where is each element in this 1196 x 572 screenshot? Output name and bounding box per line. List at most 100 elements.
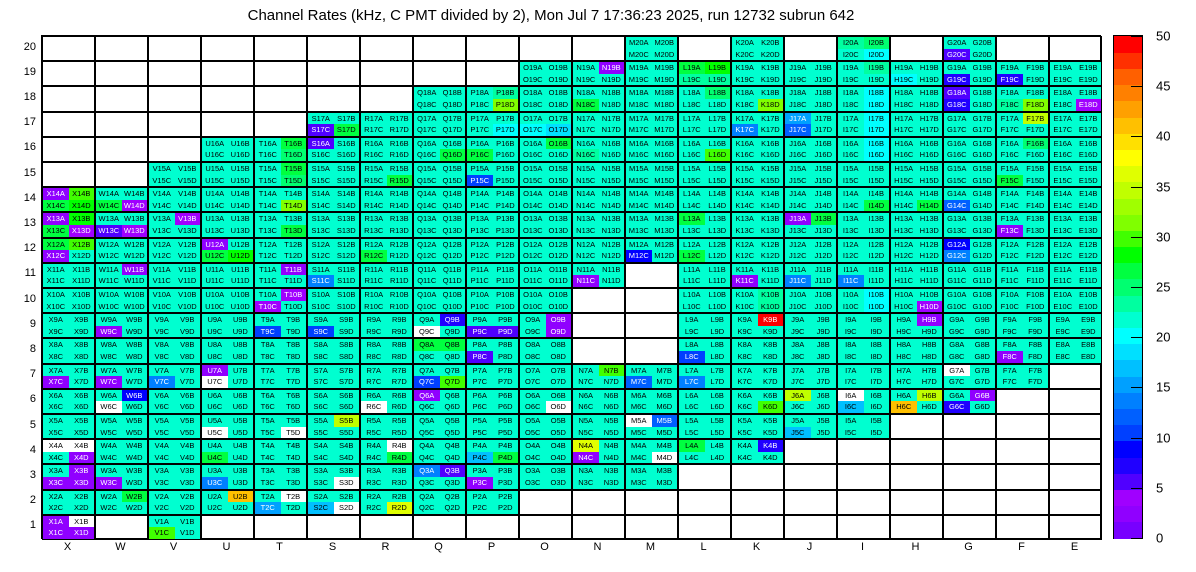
pmt-channel xyxy=(917,465,943,477)
heatmap-cell-empty xyxy=(731,489,784,515)
pmt-channel xyxy=(626,264,652,276)
pmt-channel: P7B xyxy=(492,364,518,377)
pmt-channel xyxy=(573,339,599,351)
heatmap-cell: S17A S17B S17C S17D xyxy=(307,111,360,137)
pmt-channel: I15A xyxy=(838,163,864,175)
pmt-channel: P4A xyxy=(467,440,493,452)
pmt-channel: P13C xyxy=(467,224,493,237)
pmt-channel xyxy=(96,149,122,161)
pmt-channel: O12C xyxy=(520,250,546,262)
pmt-channel xyxy=(785,477,811,489)
heatmap-cell: G7A G7B G7C G7D xyxy=(943,363,996,389)
colorbar-tick xyxy=(1131,487,1143,489)
heatmap-cell-empty xyxy=(95,514,148,540)
pmt-channel: S2A xyxy=(308,490,334,503)
pmt-channel: N14C xyxy=(573,199,599,212)
heatmap-cell: K16A K16B K16C K16D xyxy=(731,136,784,162)
y-axis-tick-label: 7 xyxy=(29,368,36,381)
pmt-channel: M3D xyxy=(651,476,677,489)
heatmap-cell: M15A M15B M15C M15D xyxy=(625,162,678,188)
pmt-channel xyxy=(122,113,148,125)
pmt-channel: E14C xyxy=(1050,199,1076,212)
pmt-channel: Q13C xyxy=(414,224,440,237)
pmt-channel: G19C xyxy=(944,73,970,86)
pmt-channel: T2A xyxy=(255,490,281,503)
x-axis-tick-label: X xyxy=(63,541,72,553)
pmt-channel xyxy=(997,491,1023,503)
pmt-channel: S11D xyxy=(333,275,359,287)
pmt-channel xyxy=(626,491,652,503)
heatmap-cell: I18A I18B I18C I18D xyxy=(837,86,890,112)
pmt-channel xyxy=(122,62,148,74)
pmt-channel xyxy=(43,62,69,74)
pmt-channel: S15A xyxy=(308,163,334,175)
colorbar-band xyxy=(1114,36,1142,53)
pmt-channel xyxy=(96,87,122,99)
pmt-channel: E9D xyxy=(1075,325,1101,338)
heatmap-cell: N18A N18B N18C N18D xyxy=(572,86,625,112)
heatmap-cell-empty xyxy=(996,414,1049,440)
pmt-channel xyxy=(69,124,95,136)
y-axis-tick-label: 6 xyxy=(29,393,36,406)
pmt-channel: O16D xyxy=(545,149,571,161)
heatmap-cell: Q14A Q14B Q14C Q14D xyxy=(413,187,466,213)
pmt-channel: R6D xyxy=(386,401,412,413)
pmt-channel xyxy=(361,37,387,49)
pmt-channel xyxy=(970,427,996,439)
pmt-channel: J7D xyxy=(810,376,836,388)
pmt-channel: K6B xyxy=(757,389,783,402)
pmt-channel: J18C xyxy=(785,98,811,111)
pmt-channel: M20C xyxy=(626,48,652,61)
pmt-channel: T10C xyxy=(255,300,281,313)
pmt-channel xyxy=(944,491,970,503)
pmt-channel: G18B xyxy=(969,87,995,99)
heatmap-cell: S15A S15B S15C S15D xyxy=(307,162,360,188)
heatmap-cell-empty xyxy=(678,489,731,515)
heatmap-cell-empty xyxy=(42,61,95,87)
pmt-channel: T7C xyxy=(255,376,281,388)
pmt-channel: G14A xyxy=(944,188,970,200)
pmt-channel xyxy=(202,37,228,49)
heatmap-cell-empty xyxy=(731,464,784,490)
heatmap-cell-empty xyxy=(625,338,678,364)
pmt-channel xyxy=(1050,401,1076,413)
pmt-channel xyxy=(599,301,625,313)
pmt-channel: U5B xyxy=(227,415,253,427)
pmt-channel xyxy=(149,149,175,161)
pmt-channel: W12B xyxy=(121,238,147,251)
pmt-channel: S4D xyxy=(333,451,359,464)
pmt-channel: L7B xyxy=(704,364,730,377)
pmt-channel: S13C xyxy=(308,224,334,237)
pmt-channel: U11A xyxy=(202,263,228,276)
pmt-channel: G8A xyxy=(944,339,970,351)
pmt-channel xyxy=(308,74,334,86)
pmt-channel: W7D xyxy=(121,376,147,388)
pmt-channel: N7C xyxy=(573,376,599,388)
pmt-channel: S12C xyxy=(308,250,334,262)
pmt-channel: T8A xyxy=(255,339,281,351)
pmt-channel: Q11C xyxy=(414,275,440,287)
pmt-channel: R3A xyxy=(361,465,387,477)
pmt-channel xyxy=(308,37,334,49)
pmt-channel xyxy=(149,74,175,86)
pmt-channel: O18D xyxy=(545,98,571,111)
pmt-channel: F9B xyxy=(1022,314,1048,326)
pmt-channel: H6A xyxy=(891,389,917,402)
pmt-channel: H8A xyxy=(891,339,917,351)
pmt-channel xyxy=(228,87,254,99)
heatmap-cell: J9A J9B J9C J9D xyxy=(784,313,837,339)
pmt-channel: E18B xyxy=(1075,87,1101,99)
pmt-channel: P7A xyxy=(467,364,493,377)
pmt-channel: T10A xyxy=(255,289,281,301)
pmt-channel: E16C xyxy=(1050,149,1076,161)
heatmap-cell: J14A J14B J14C J14D xyxy=(784,187,837,213)
pmt-channel: E11C xyxy=(1050,275,1076,287)
pmt-channel xyxy=(149,62,175,74)
pmt-channel: W11A xyxy=(96,263,122,276)
pmt-channel: N6D xyxy=(598,401,624,413)
pmt-channel: I18B xyxy=(863,87,889,99)
x-axis-tick-label: T xyxy=(276,541,283,553)
x-axis-tick-label: L xyxy=(700,541,707,553)
pmt-channel: F18A xyxy=(997,87,1023,99)
heatmap-cell: K20A K20B K20C K20D xyxy=(731,36,784,62)
